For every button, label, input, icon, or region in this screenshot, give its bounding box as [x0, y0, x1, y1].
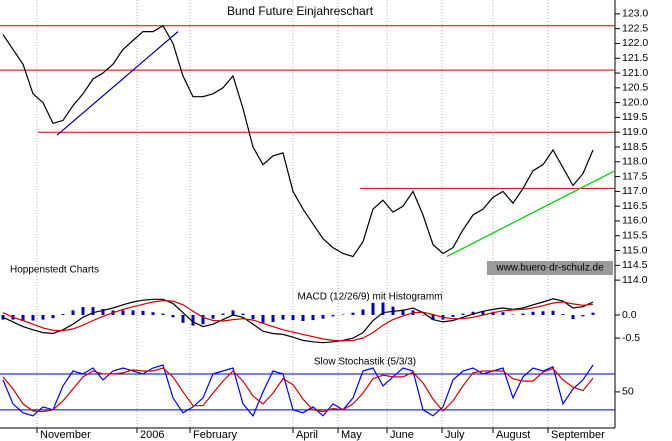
source-label: Hoppenstedt Charts: [10, 265, 99, 276]
y-tick-label: -0.5: [622, 332, 640, 344]
histogram-bar: [401, 309, 405, 315]
histogram-bar: [371, 302, 375, 315]
y-tick-label: 115.5: [622, 230, 648, 242]
histogram-bar: [351, 312, 355, 315]
x-tick-label: February: [193, 429, 238, 441]
histogram-bar: [451, 314, 455, 317]
histogram-bar: [81, 307, 85, 315]
histogram-bar: [281, 314, 285, 320]
histogram-bar: [291, 314, 295, 321]
histogram-bar: [461, 313, 465, 315]
x-tick-label: July: [445, 429, 465, 441]
y-tick-label: 123.0: [622, 8, 648, 20]
histogram-bar: [241, 313, 245, 315]
histogram-bar: [361, 309, 365, 315]
histogram-bar: [201, 314, 205, 325]
y-tick-label: 50: [622, 386, 634, 398]
histogram-bar: [431, 314, 435, 321]
x-tick-label: November: [40, 429, 91, 441]
y-tick-label: 122.5: [622, 22, 648, 34]
histogram-bar: [471, 311, 475, 315]
histogram-bar: [121, 310, 125, 315]
x-tick-label: September: [551, 429, 605, 441]
y-tick-label: 114.0: [622, 274, 648, 286]
x-tick-label: August: [496, 429, 530, 441]
x-tick-label: 2006: [140, 429, 164, 441]
histogram-bar: [51, 314, 55, 319]
histogram-bar: [41, 314, 45, 320]
histogram-bar: [581, 314, 585, 317]
histogram-bar: [561, 314, 565, 315]
y-tick-label: 116.5: [622, 200, 648, 212]
histogram-bar: [321, 314, 325, 319]
y-tick-label: 115.0: [622, 244, 648, 256]
histogram-bar: [301, 314, 305, 321]
histogram-bar: [101, 308, 105, 315]
y-tick-label: 119.5: [622, 111, 648, 123]
histogram-bar: [91, 307, 95, 315]
histogram-bar: [271, 314, 275, 322]
histogram-bar: [191, 314, 195, 326]
y-tick-label: 121.5: [622, 52, 648, 64]
y-tick-label: 114.5: [622, 259, 648, 271]
histogram-bar: [591, 312, 595, 315]
x-tick-label: May: [341, 429, 362, 441]
trend-line: [446, 170, 616, 257]
histogram-bar: [181, 314, 185, 323]
stochastic-title: Slow Stochastik (5/3/3): [314, 357, 416, 368]
histogram-bar: [261, 314, 265, 323]
histogram-bar: [141, 310, 145, 315]
data-line: [2, 298, 594, 344]
data-line: [2, 367, 594, 413]
histogram-bar: [481, 311, 485, 315]
histogram-bar: [31, 314, 35, 321]
watermark-box: [487, 261, 613, 275]
chart-title: Bund Future Einjahreschart: [227, 4, 374, 18]
histogram-bar: [161, 313, 165, 315]
histogram-bar: [61, 314, 65, 315]
y-tick-label: 116.0: [622, 215, 648, 227]
histogram-bar: [311, 314, 315, 321]
histogram-bar: [21, 314, 25, 321]
y-tick-label: 120.0: [622, 96, 648, 108]
y-tick-label: 117.0: [622, 185, 648, 197]
histogram-bar: [521, 313, 525, 315]
y-tick-label: 118.5: [622, 141, 648, 153]
histogram-bar: [211, 314, 215, 319]
histogram-bar: [381, 302, 385, 315]
histogram-bar: [531, 311, 535, 315]
histogram-bar: [491, 311, 495, 315]
histogram-bar: [501, 312, 505, 315]
x-tick-label: June: [390, 429, 414, 441]
data-line: [2, 299, 594, 342]
histogram-bar: [71, 310, 75, 315]
y-tick-label: 122.0: [622, 37, 648, 49]
histogram-bar: [331, 314, 335, 317]
trend-line: [56, 31, 179, 136]
y-tick-label: 121.0: [622, 67, 648, 79]
y-tick-label: 120.5: [622, 82, 648, 94]
histogram-bar: [541, 311, 545, 315]
histogram-bar: [551, 310, 555, 315]
y-tick-label: 0.0: [622, 309, 637, 321]
watermark: www.buero-dr-schulz.de: [495, 263, 604, 274]
histogram-bar: [231, 310, 235, 315]
histogram-bar: [221, 313, 225, 315]
histogram-bar: [151, 312, 155, 315]
y-tick-label: 119.0: [622, 126, 648, 138]
histogram-bar: [251, 314, 255, 320]
y-tick-label: 118.0: [622, 156, 648, 168]
histogram-bar: [171, 314, 175, 318]
histogram-bar: [571, 314, 575, 320]
histogram-bar: [131, 310, 135, 315]
macd-title: MACD (12/26/9) mit Histogramm: [297, 292, 442, 303]
data-line: [2, 24, 594, 258]
x-tick-label: April: [296, 429, 318, 441]
y-tick-label: 117.5: [622, 170, 648, 182]
histogram-bar: [1, 314, 5, 320]
